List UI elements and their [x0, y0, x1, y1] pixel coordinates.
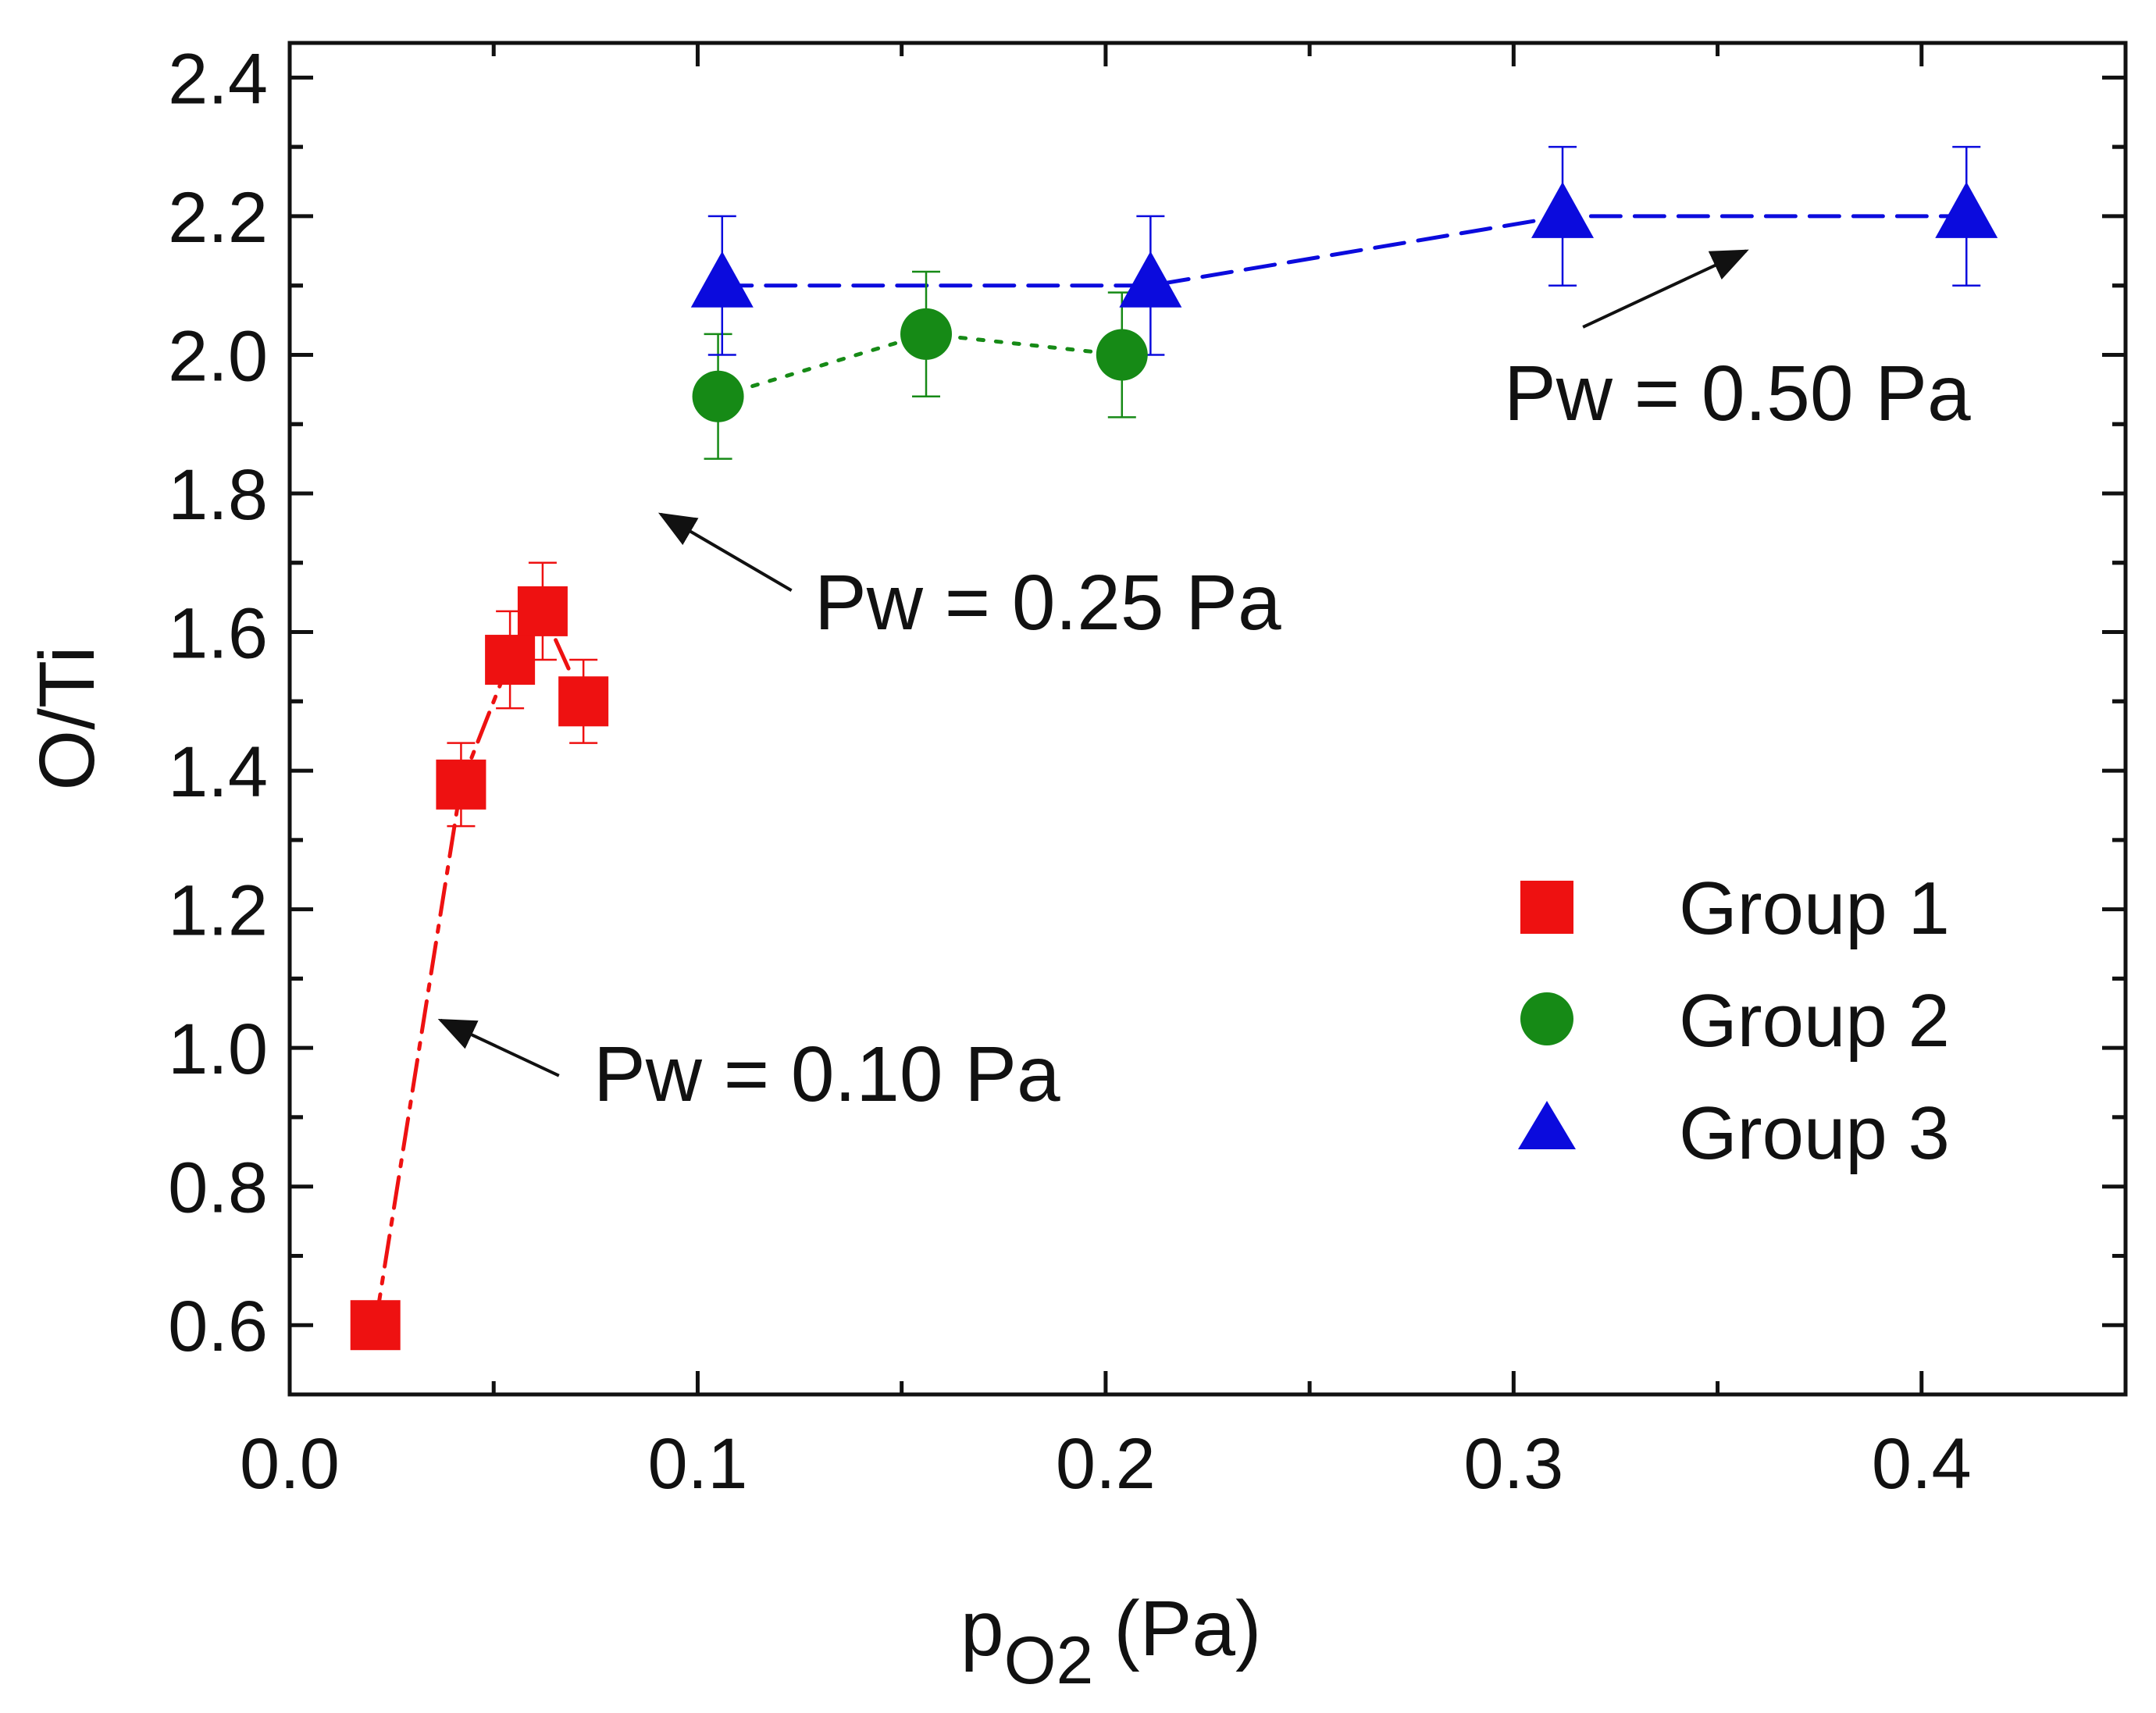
group-1-point	[436, 759, 486, 810]
annotation-texts: Pw = 0.10 Pa Pw = 0.25 Pa Pw = 0.50 Pa	[593, 350, 1971, 1118]
group-2-point	[900, 308, 953, 360]
legend-marker-group-3	[1518, 1101, 1576, 1149]
group-3-line	[720, 214, 1969, 288]
y-tick-label: 1.4	[168, 732, 268, 812]
x-axis-title-base: p	[960, 1585, 1004, 1672]
x-tick-label: 0.1	[647, 1424, 747, 1504]
x-tick-label: 0.4	[1872, 1424, 1972, 1504]
x-axis-title: pO2 (Pa)	[960, 1585, 1261, 1698]
y-tick-labels: 0.6 0.8 1.0 1.2 1.4 1.6 1.8 2.0 2.2 2.4	[168, 39, 268, 1366]
group-1-point	[485, 635, 536, 686]
y-tick-label: 2.4	[168, 39, 268, 119]
y-tick-label: 2.2	[168, 178, 268, 258]
y-tick-label: 2.0	[168, 316, 268, 396]
y-tick-label: 0.6	[168, 1287, 268, 1366]
y-tick-label: 1.6	[168, 594, 268, 674]
y-tick-label: 1.0	[168, 1010, 268, 1089]
legend-marker-group-1	[1520, 881, 1573, 934]
y-tick-label: 1.2	[168, 871, 268, 951]
x-tick-label: 0.0	[240, 1424, 340, 1504]
legend-label-group-3: Group 3	[1679, 1092, 1950, 1175]
x-axis-title-subscript: O2	[1004, 1623, 1094, 1698]
x-axis-title-unit: (Pa)	[1114, 1585, 1261, 1672]
legend-label-group-2: Group 2	[1679, 979, 1950, 1063]
y-axis-title: O/Ti	[23, 646, 111, 790]
x-tick-label: 0.2	[1056, 1424, 1156, 1504]
group-1-point	[517, 586, 568, 636]
group-3-point	[1935, 181, 1998, 238]
annotation-pw-010: Pw = 0.10 Pa	[593, 1031, 1060, 1118]
group-3-point	[1119, 251, 1182, 308]
data-markers	[350, 181, 1998, 1351]
annotation-pw-050: Pw = 0.50 Pa	[1504, 350, 1971, 437]
y-tick-label: 1.8	[168, 455, 268, 535]
x-tick-labels: 0.0 0.1 0.2 0.3 0.4	[240, 1424, 1972, 1504]
y-tick-label: 0.8	[168, 1149, 268, 1228]
group-3-point	[1531, 181, 1595, 238]
group-3-point	[690, 251, 754, 308]
annotation-pw-025: Pw = 0.25 Pa	[814, 559, 1281, 646]
group-2-point	[692, 370, 744, 422]
legend: Group 1 Group 2 Group 3	[1518, 867, 1950, 1175]
annotation-arrows	[437, 249, 1749, 1077]
annotation-arrow	[1582, 249, 1749, 329]
group-1-point	[558, 676, 609, 727]
annotation-arrow	[657, 512, 793, 593]
group-2-point	[1096, 329, 1148, 381]
group-1-line	[373, 607, 586, 1327]
legend-label-group-1: Group 1	[1679, 867, 1950, 950]
plot-frame	[287, 41, 2128, 1397]
error-bars	[447, 145, 1981, 828]
x-tick-label: 0.3	[1463, 1424, 1563, 1504]
annotation-arrow	[437, 1018, 560, 1077]
group-1-point	[350, 1300, 401, 1351]
legend-marker-group-2	[1520, 992, 1573, 1045]
axis-ticks	[287, 43, 2126, 1394]
